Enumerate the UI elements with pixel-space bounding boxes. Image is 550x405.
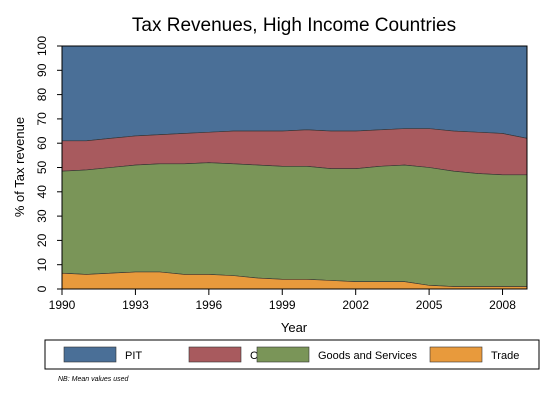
y-tick-label: 30 [35, 209, 49, 223]
y-tick-label: 70 [35, 112, 49, 126]
legend-swatch [429, 346, 483, 363]
y-tick-label: 20 [35, 233, 49, 247]
x-axis: 1990 1993 1996 1999 2002 2005 2008 [49, 288, 527, 312]
y-axis-title: % of Tax revenue [12, 117, 27, 217]
legend-swatch [63, 346, 117, 363]
area-pit [61, 45, 528, 142]
y-tick-label: 90 [35, 63, 49, 77]
x-tick-label: 1990 [49, 298, 76, 312]
y-tick-label: 60 [35, 136, 49, 150]
x-tick-label: 1993 [122, 298, 149, 312]
y-tick-label: 80 [35, 88, 49, 102]
chart-note: NB: Mean values used [58, 376, 130, 383]
x-tick-label: 1996 [195, 298, 222, 312]
x-tick-label: 1999 [269, 298, 296, 312]
area-layers [61, 45, 528, 290]
x-tick-label: 2005 [416, 298, 443, 312]
x-tick-label: 2008 [489, 298, 516, 312]
legend-swatch [188, 346, 242, 363]
y-axis: 0 10 20 30 40 50 60 70 80 90 100 [35, 36, 63, 292]
y-tick-label: 10 [35, 258, 49, 272]
x-tick-label: 2002 [342, 298, 369, 312]
y-tick-label: 40 [35, 185, 49, 199]
legend-label: Goods and Services [318, 350, 418, 362]
x-axis-title: Year [281, 320, 308, 335]
y-tick-label: 100 [35, 36, 49, 56]
legend-swatch [256, 346, 310, 363]
y-tick-label: 0 [35, 285, 49, 292]
legend-label: Trade [491, 350, 519, 362]
legend-label: PIT [125, 350, 142, 362]
chart-title: Tax Revenues, High Income Countries [132, 15, 456, 36]
y-tick-label: 50 [35, 161, 49, 175]
area-goods-and-services [61, 162, 528, 287]
